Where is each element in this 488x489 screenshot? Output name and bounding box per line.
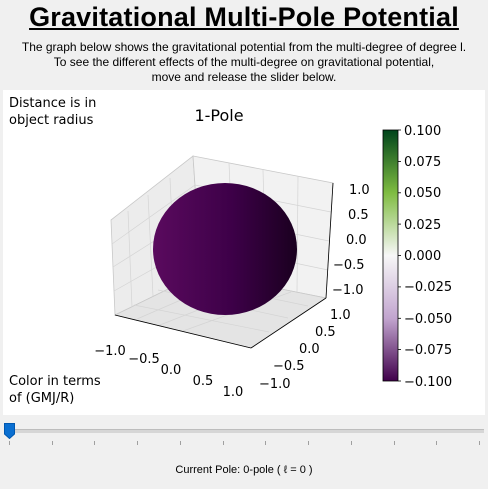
y-tick-label: −1.0	[259, 377, 291, 392]
z-tick-label: 0.5	[348, 208, 369, 223]
z-tick-label: 0.0	[346, 233, 367, 248]
description-line-2: To see the different effects of the mult…	[53, 55, 435, 69]
x-tick-label: −0.5	[128, 352, 160, 367]
z-tick-label: −0.5	[333, 258, 365, 273]
x-tick-label: 0.0	[161, 363, 182, 378]
plot-title: 1-Pole	[194, 106, 243, 125]
slider-tick	[222, 441, 224, 445]
colorbar-tick-label: 0.050	[404, 186, 441, 201]
z-tick-label: −1.0	[332, 283, 364, 298]
plot-canvas[interactable]: Distance is in object radius Color in te…	[3, 90, 485, 415]
z-tick-label: 1.0	[349, 183, 370, 198]
page-title: Gravitational Multi-Pole Potential	[29, 2, 459, 32]
y-tick-label: 0.0	[299, 342, 320, 357]
color-note-line-1: Color in terms	[9, 374, 101, 389]
color-note-line-2: of (GMJ/R)	[9, 391, 74, 406]
distance-note-line-1: Distance is in	[9, 96, 96, 111]
slider-tick	[94, 441, 96, 445]
pole-slider-track[interactable]	[6, 429, 484, 433]
potential-figure: Distance is in object radius Color in te…	[9, 96, 452, 406]
colorbar-tick-label: 0.000	[404, 249, 441, 264]
x-tick-label: −1.0	[94, 344, 126, 359]
colorbar-gradient	[382, 129, 399, 382]
colorbar-tick-label: 0.075	[404, 155, 441, 170]
potential-sphere	[153, 183, 297, 315]
description-line-3: move and release the slider below.	[151, 70, 337, 84]
colorbar-tick-label: −0.050	[404, 312, 452, 327]
slider-tick	[308, 441, 310, 445]
description-line-1: The graph below shows the gravitational …	[21, 40, 467, 54]
slider-tick	[436, 441, 438, 445]
slider-tick	[179, 441, 181, 445]
slider-tick	[479, 441, 480, 445]
pole-slider-thumb[interactable]	[4, 423, 15, 439]
colorbar-tick-label: −0.025	[404, 280, 452, 295]
current-pole-status: Current Pole: 0-pole ( ℓ = 0 )	[175, 464, 313, 476]
distance-note-line-2: object radius	[9, 113, 94, 128]
colorbar-tick-label: −0.100	[404, 375, 452, 390]
colorbar: 0.100 0.075 0.050 0.025 0.000 −0.025 −0.…	[382, 124, 452, 390]
colorbar-tick-label: −0.075	[404, 343, 452, 358]
y-tick-label: 1.0	[330, 308, 351, 323]
slider-tick	[9, 441, 10, 445]
slider-tick	[265, 441, 267, 445]
slider-tick	[51, 441, 53, 445]
y-tick-label: 0.5	[315, 325, 336, 340]
colorbar-tick-label: 0.100	[404, 124, 441, 139]
slider-tick	[137, 441, 139, 445]
x-tick-label: 1.0	[223, 385, 244, 400]
y-tick-label: −0.5	[273, 359, 305, 374]
slider-tick	[393, 441, 395, 445]
slider-tick	[350, 441, 352, 445]
x-tick-label: 0.5	[193, 374, 214, 389]
colorbar-tick-label: 0.025	[404, 218, 441, 233]
